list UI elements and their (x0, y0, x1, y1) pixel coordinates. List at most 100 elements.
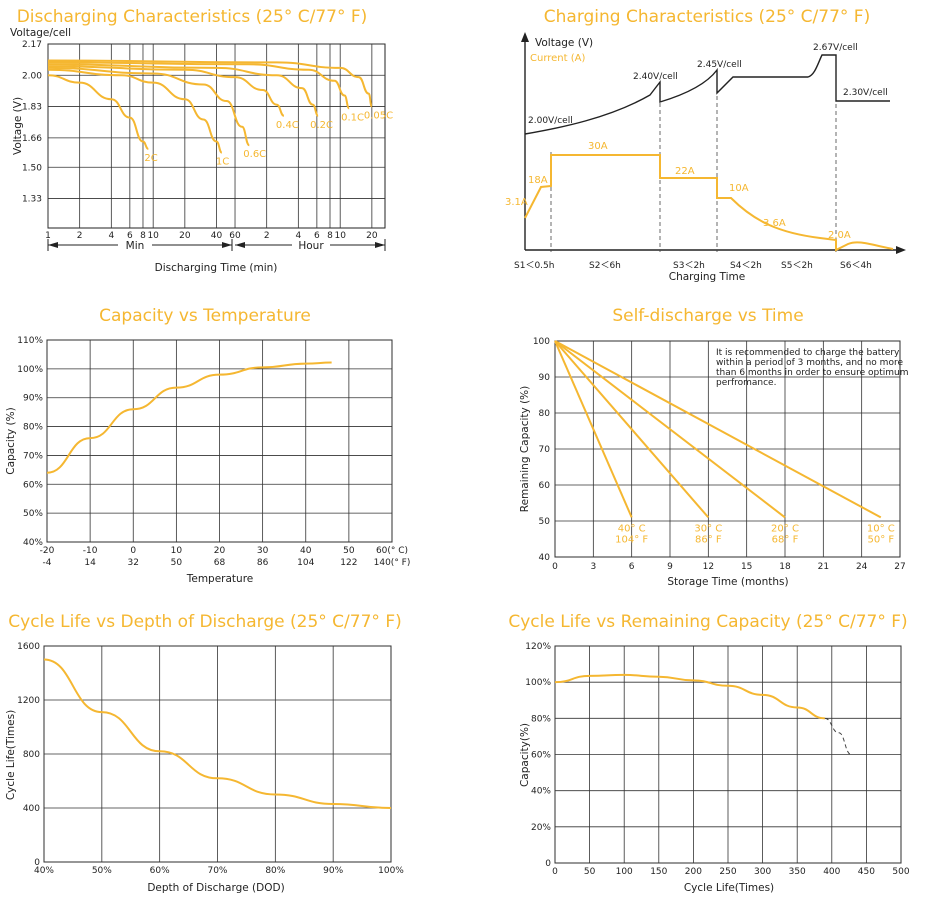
stage-label-s4: S4＜2h (730, 261, 762, 271)
note-line-3: than 6 months in order to ensure optimum (716, 368, 909, 378)
y-tick-label: 80 (539, 409, 551, 419)
x-tick-label-celsius: 30 (257, 546, 269, 556)
x-axis-arrow (896, 246, 906, 254)
x-tick-label: 80% (265, 866, 285, 876)
y-axis-label: Voltage (V) (12, 97, 24, 155)
y-tick-label: 70% (23, 451, 43, 461)
current-label-3-1a: 3.1A (505, 197, 528, 208)
charging-chart: Charging Characteristics (25° C/77° F) V… (505, 7, 906, 283)
x-tick-label: 2 (264, 231, 270, 241)
line-label-fahrenheit: 104° F (615, 534, 648, 545)
discharge-curve-0-05C (47, 59, 373, 108)
self-discharge-line (554, 340, 882, 519)
x-tick-label-celsius: 0 (130, 546, 136, 556)
current-label-10a: 10A (729, 183, 749, 194)
current-label-22a: 22A (675, 166, 695, 177)
x-tick-label: 0 (552, 867, 558, 877)
x-tick-label-fahrenheit: -4 (43, 558, 52, 568)
self-discharge-line (554, 340, 786, 519)
line-label-celsius: 40° C (618, 523, 646, 534)
x-tick-label: 6 (314, 231, 320, 241)
stage-label-s2: S2＜6h (589, 261, 621, 271)
x-axis-label: Temperature (186, 573, 254, 585)
x-tick-label: 8 (140, 231, 146, 241)
y-tick-label: 50% (23, 509, 43, 519)
voltage-label-2-67: 2.67V/cell (813, 43, 858, 53)
discharge-curve-0-6C (47, 66, 250, 147)
x-tick-label-fahrenheit: 86 (257, 558, 269, 568)
x-tick-label: 250 (719, 867, 736, 877)
x-tick-label: 6 (629, 562, 635, 572)
x-tick-label: 21 (818, 562, 829, 572)
x-tick-label: 50 (584, 867, 596, 877)
x-tick-label-fahrenheit: 14 (84, 558, 96, 568)
y-tick-label: 40% (23, 538, 43, 548)
x-axis-label: Storage Time (months) (667, 576, 788, 588)
x-tick-label: 18 (779, 562, 791, 572)
x-tick-label: 1 (45, 231, 51, 241)
stage-label-s3: S3＜2h (673, 261, 705, 271)
y-tick-label: 0 (545, 859, 551, 869)
y-tick-label: 100% (525, 678, 551, 688)
y-tick-label: 0 (34, 858, 40, 868)
x-axis-label: Charging Time (669, 271, 746, 283)
x-tick-label: 200 (685, 867, 702, 877)
x-tick-label: 60% (150, 866, 170, 876)
stage-boundaries (550, 55, 837, 252)
hour-label: Hour (298, 240, 324, 252)
y-tick-label: 1.33 (22, 195, 42, 205)
curve-label-0-4C: 0.4C (276, 120, 299, 131)
self-discharge-chart: Self-discharge vs Time Remaining Capacit… (519, 306, 911, 588)
y-tick-label: 40 (539, 553, 551, 563)
x-tick-label: 50% (92, 866, 112, 876)
x-tick-label-fahrenheit: 104 (297, 558, 314, 568)
x-tick-label: 150 (650, 867, 667, 877)
voltage-curve (524, 54, 890, 135)
y-axis-top-label: Voltage/cell (10, 27, 71, 39)
voltage-label-2-00: 2.00V/cell (528, 116, 573, 126)
note-line-1: It is recommended to charge the battery (716, 348, 900, 358)
stage-label-s1: S1＜0.5h (514, 261, 554, 271)
y-axis-label: Capacity (%) (5, 407, 17, 474)
x-axis-label: Discharging Time (min) (155, 262, 278, 274)
y-tick-label: 100 (533, 337, 550, 347)
curve-label-0-2C: 0.2C (310, 120, 333, 131)
y-tick-label: 120% (525, 642, 551, 652)
x-tick-label: 2 (77, 231, 83, 241)
y-tick-label: 90 (539, 373, 551, 383)
y-tick-label: 1200 (17, 696, 40, 706)
x-tick-label-celsius: 20 (214, 546, 226, 556)
curve-label-0-6C: 0.6C (243, 149, 266, 160)
capacity-temp-chart: Capacity vs Temperature Capacity (%) 40%… (5, 306, 410, 585)
x-tick-label: 100 (616, 867, 633, 877)
cycle-dod-chart: Cycle Life vs Depth of Discharge (25° C/… (5, 612, 404, 894)
voltage-label-2-45: 2.45V/cell (697, 60, 742, 70)
discharge-curve-0-2C (47, 63, 319, 117)
x-tick-label-celsius: 10 (171, 546, 183, 556)
recommendation-note: It is recommended to charge the battery … (716, 348, 911, 388)
curve-label-1C: 1C (216, 157, 229, 168)
curve-label-0-1C: 0.1C (341, 112, 364, 123)
self-discharge-line (554, 340, 633, 518)
chart-title: Self-discharge vs Time (612, 306, 803, 326)
y-tick-label: 20% (531, 823, 551, 833)
y-tick-label: 1.66 (22, 134, 42, 144)
stage-label-s6: S6＜4h (840, 261, 872, 271)
y-tick-label: 400 (23, 804, 40, 814)
x-tick-label: 0 (552, 562, 558, 572)
x-tick-label: 100% (378, 866, 404, 876)
y-axis-label: Cycle Life(Times) (5, 710, 17, 800)
chart-title: Cycle Life vs Depth of Discharge (25° C/… (8, 612, 401, 632)
x-tick-label-celsius: 60(° C) (376, 546, 408, 556)
x-tick-label: 10 (334, 231, 346, 241)
line-label-celsius: 10° C (867, 523, 895, 534)
y-tick-label: 800 (23, 750, 40, 760)
y-tick-label: 80% (531, 714, 551, 724)
x-tick-label-fahrenheit: 32 (128, 558, 139, 568)
line-label-fahrenheit: 68° F (772, 534, 799, 545)
x-tick-label: 9 (667, 562, 673, 572)
time-group-arrows: Min Hour (47, 239, 386, 252)
y-axis-label: Capacity(%) (519, 723, 531, 787)
voltage-label-2-30: 2.30V/cell (843, 88, 888, 98)
x-tick-label: 4 (295, 231, 301, 241)
